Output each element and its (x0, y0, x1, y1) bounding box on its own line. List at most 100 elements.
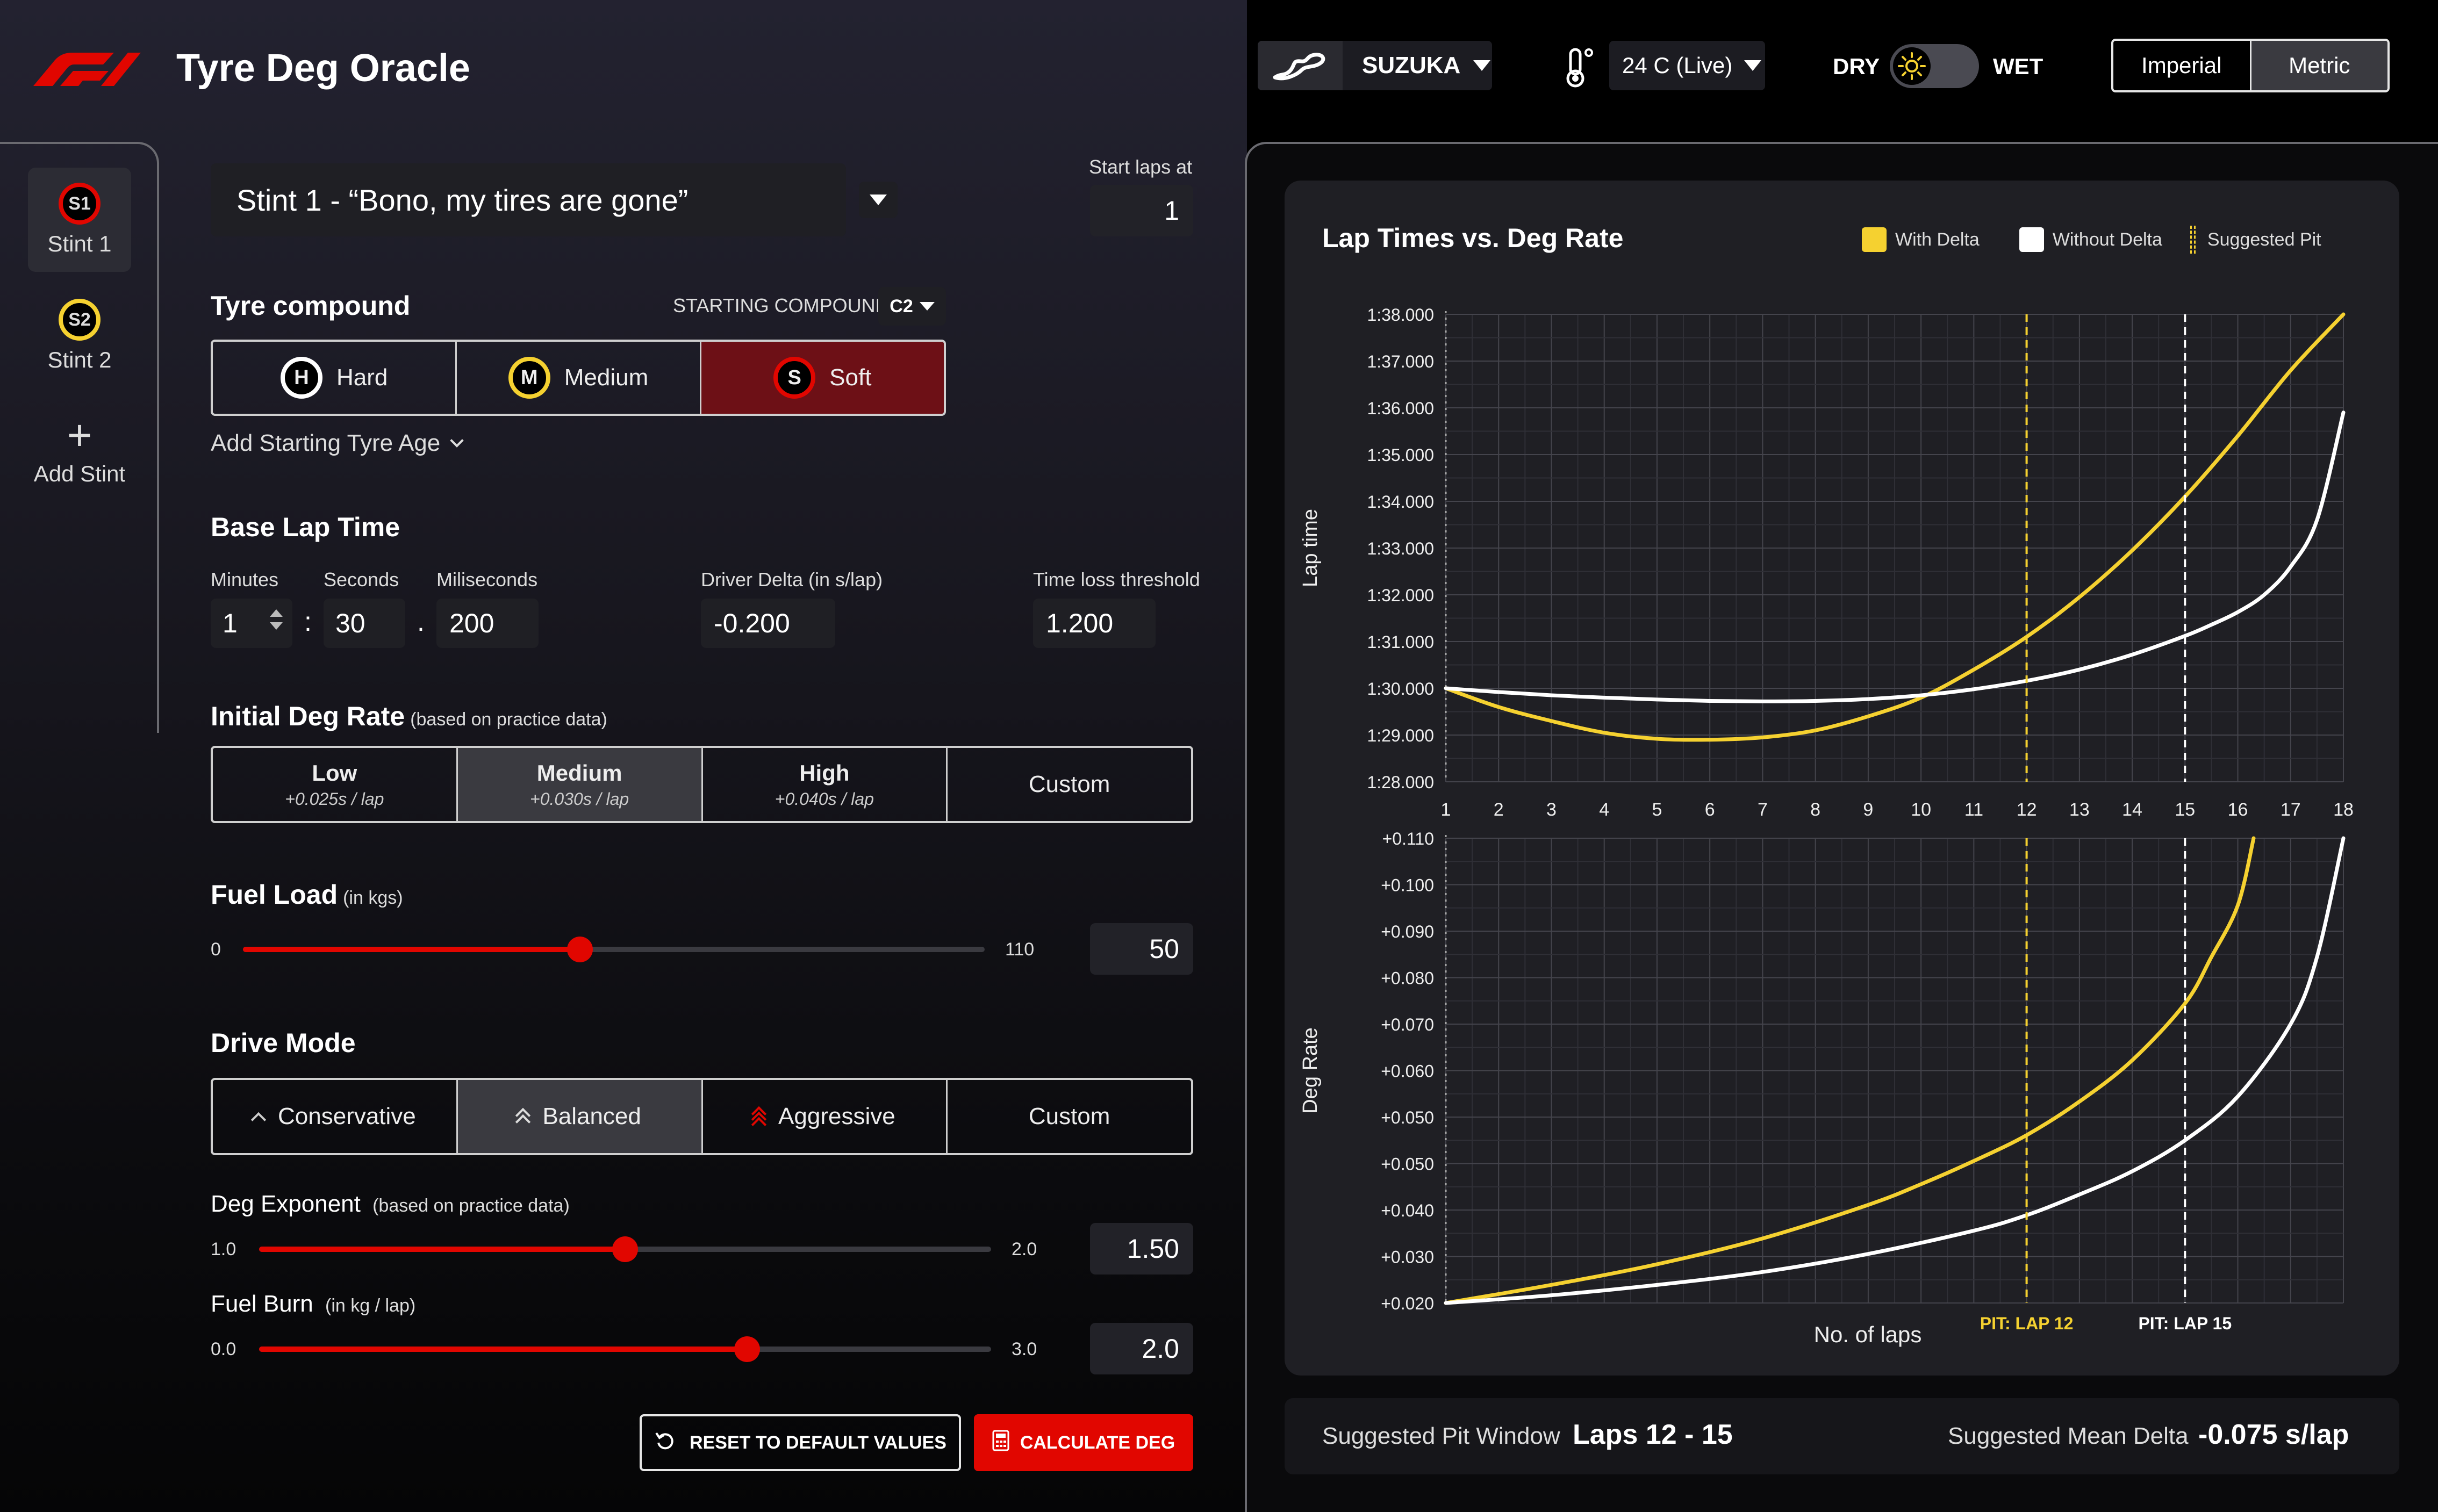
lap-time-y-tick-label: 1:28.000 (1367, 773, 1434, 792)
chevron-down-icon (919, 302, 935, 311)
legend-without-delta-label: Without Delta (2052, 229, 2162, 250)
deg-rate-y-tick-label: +0.060 (1381, 1062, 1434, 1081)
stint-1-label: Stint 1 (47, 231, 112, 256)
milliseconds-input[interactable]: 200 (436, 599, 539, 648)
x-tick-label: 9 (1863, 800, 1873, 820)
minutes-label: Minutes (211, 568, 279, 591)
x-tick-label: 17 (2281, 800, 2301, 820)
colon-separator: : (304, 607, 312, 637)
deg-exponent-value[interactable]: 1.50 (1090, 1223, 1193, 1275)
calculate-deg-button[interactable]: CALCULATE DEG (974, 1414, 1193, 1471)
pit-window-label: Suggested Pit Window (1322, 1423, 1560, 1449)
stint-dropdown-button[interactable] (859, 182, 898, 218)
deg-rate-y-tick-label: +0.090 (1381, 922, 1434, 941)
reset-label: RESET TO DEFAULT VALUES (690, 1432, 946, 1453)
x-tick-label: 8 (1810, 800, 1820, 820)
driver-delta-input[interactable]: -0.200 (701, 599, 835, 648)
deg-rate-medium-label: Medium (536, 760, 622, 786)
chevron-down-icon (870, 195, 887, 205)
threshold-label: Time loss threshold (1033, 568, 1200, 591)
chart-title: Lap Times vs. Deg Rate (1322, 223, 1624, 253)
plus-icon: + (67, 411, 92, 459)
minutes-stepper[interactable]: 1 (211, 599, 292, 648)
imperial-button[interactable]: Imperial (2113, 41, 2251, 90)
starting-compound-value: C2 (890, 296, 913, 316)
compound-hard-button[interactable]: H Hard (213, 342, 457, 414)
legend-with-delta-label: With Delta (1895, 229, 1980, 250)
chevron-down-icon (1744, 60, 1762, 71)
drive-mode-heading: Drive Mode (211, 1028, 356, 1058)
temperature-selector[interactable]: 24 C (Live) (1609, 41, 1765, 90)
drive-mode-balanced-button[interactable]: Balanced (457, 1080, 703, 1153)
deg-rate-low-button[interactable]: Low +0.025s / lap (213, 748, 458, 821)
deg-rate-y-tick-label: +0.070 (1381, 1015, 1434, 1034)
drive-mode-aggressive-button[interactable]: Aggressive (703, 1080, 948, 1153)
threshold-input[interactable]: 1.200 (1033, 599, 1156, 648)
deg-exponent-sublabel: (based on practice data) (372, 1196, 570, 1216)
seconds-input[interactable]: 30 (324, 599, 405, 648)
driver-delta-value: -0.200 (714, 608, 790, 638)
fuel-load-slider[interactable] (243, 937, 985, 962)
tyre-compound-heading: Tyre compound (211, 291, 411, 321)
deg-rate-high-button[interactable]: High +0.040s / lap (703, 748, 948, 821)
x-tick-label: 11 (1964, 800, 1983, 820)
legend-with-delta-swatch (1862, 227, 1887, 252)
deg-exponent-slider-thumb[interactable] (612, 1236, 638, 1262)
pit-label: PIT: LAP 15 (2138, 1314, 2232, 1333)
summary-bar (1285, 1398, 2399, 1474)
fuel-load-title: Fuel Load (211, 880, 338, 910)
double-chevron-up-icon (515, 1107, 531, 1130)
deg-exponent-slider-fill (259, 1247, 625, 1252)
fuel-burn-min: 0.0 (211, 1339, 236, 1359)
deg-rate-low-label: Low (312, 760, 357, 786)
app-title: Tyre Deg Oracle (176, 47, 470, 90)
lap-time-y-tick-label: 1:31.000 (1367, 632, 1434, 652)
add-stint-button[interactable]: + Add Stint (19, 414, 140, 487)
stint-name-field[interactable]: Stint 1 - “Bono, my tires are gone” (211, 163, 846, 236)
add-tyre-age-link[interactable]: Add Starting Tyre Age (211, 430, 464, 457)
fuel-burn-slider-thumb[interactable] (734, 1336, 761, 1362)
fuel-burn-sublabel: (in kg / lap) (325, 1295, 416, 1316)
drive-mode-conservative-button[interactable]: Conservative (213, 1080, 458, 1153)
x-tick-label: 15 (2175, 800, 2195, 820)
start-laps-input[interactable]: 1 (1090, 185, 1193, 236)
stint-sidebar (0, 142, 159, 733)
deg-rate-medium-button[interactable]: Medium +0.030s / lap (457, 748, 703, 821)
fuel-load-value[interactable]: 50 (1090, 923, 1193, 975)
legend-pit-label: Suggested Pit (2207, 229, 2321, 250)
calculate-label: CALCULATE DEG (1020, 1432, 1175, 1453)
wet-label: WET (1993, 54, 2043, 79)
fuel-burn-value[interactable]: 2.0 (1090, 1323, 1193, 1374)
x-tick-label: 10 (1911, 800, 1931, 820)
deg-exponent-slider[interactable] (259, 1236, 991, 1262)
fuel-load-max: 110 (1005, 939, 1035, 960)
lap-time-y-tick-label: 1:33.000 (1367, 539, 1434, 558)
sidebar-item-stint-2[interactable]: S2 Stint 2 (28, 299, 131, 373)
compound-soft-button[interactable]: S Soft (701, 342, 944, 414)
deg-rate-custom-button[interactable]: Custom (948, 748, 1191, 821)
starting-compound-select[interactable]: C2 (878, 287, 946, 326)
minutes-value: 1 (223, 608, 238, 638)
starting-compound-label: STARTING COMPOUND: (673, 294, 895, 316)
fuel-load-slider-thumb[interactable] (567, 937, 593, 962)
seconds-label: Seconds (324, 568, 399, 591)
x-tick-label: 13 (2069, 800, 2090, 820)
deg-rate-y-tick-label: +0.080 (1381, 969, 1434, 988)
fuel-burn-max: 3.0 (1012, 1339, 1037, 1359)
dry-wet-toggle[interactable] (1890, 44, 1979, 88)
lap-times-deg-chart: 1:28.000 1:29.000 1:30.000 1:31.000 1:32.000… (1299, 305, 2354, 1347)
fuel-burn-slider[interactable] (259, 1336, 991, 1362)
deg-rate-heading: Initial Deg Rate (based on practice data) (211, 701, 607, 732)
metric-button[interactable]: Metric (2251, 41, 2387, 90)
deg-rate-series-with-delta (1444, 836, 2256, 1305)
soft-tyre-icon: S (773, 357, 816, 399)
compound-medium-button[interactable]: M Medium (457, 342, 701, 414)
x-tick-label: 16 (2228, 800, 2248, 820)
reset-button[interactable]: RESET TO DEFAULT VALUES (640, 1414, 961, 1471)
drive-mode-custom-button[interactable]: Custom (948, 1080, 1191, 1153)
track-selector[interactable]: SUZUKA (1258, 41, 1492, 90)
chevron-down-icon (1473, 60, 1491, 71)
deg-exponent-label: Deg Exponent (211, 1191, 361, 1217)
x-tick-label: 3 (1546, 800, 1557, 820)
deg-rate-selector: Low +0.025s / lap Medium +0.030s / lap H… (211, 746, 1193, 823)
